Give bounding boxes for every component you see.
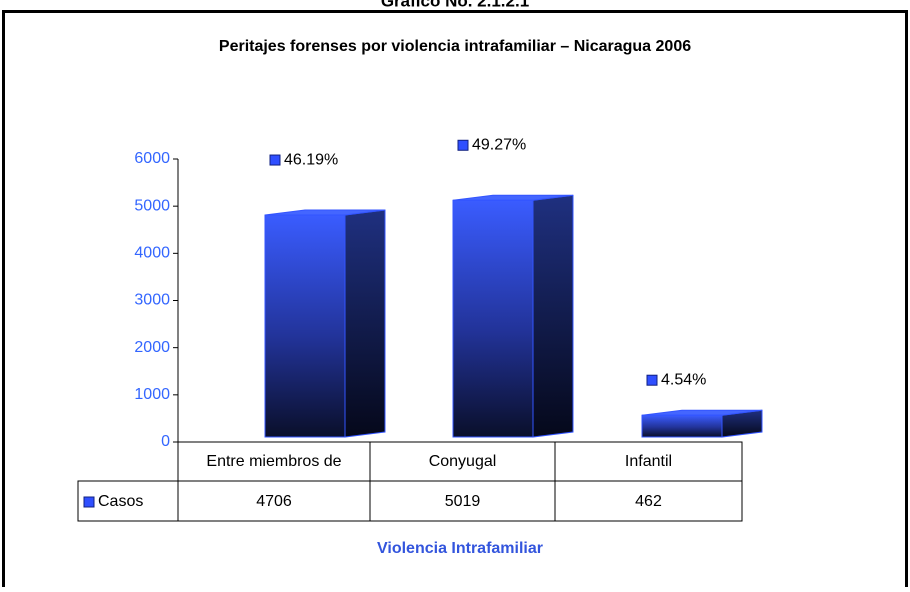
category-label: Entre miembros de bbox=[206, 453, 341, 470]
y-tick-label: 2000 bbox=[134, 339, 170, 356]
y-tick-label: 0 bbox=[161, 433, 170, 450]
percent-label: 46.19% bbox=[284, 151, 338, 168]
y-tick-label: 4000 bbox=[134, 245, 170, 262]
label-swatch bbox=[457, 139, 469, 151]
y-tick-label: 1000 bbox=[134, 386, 170, 403]
label-swatch bbox=[646, 374, 658, 386]
bar bbox=[452, 199, 534, 438]
category-label: Infantil bbox=[625, 453, 672, 470]
table-cell bbox=[177, 480, 743, 522]
bar bbox=[264, 214, 346, 438]
y-tick-label: 5000 bbox=[134, 197, 170, 214]
bar-side bbox=[532, 194, 574, 438]
percent-label: 49.27% bbox=[472, 136, 526, 153]
table-value: 5019 bbox=[445, 493, 481, 510]
category-label: Conyugal bbox=[429, 453, 497, 470]
bar bbox=[641, 414, 723, 438]
bar-side bbox=[344, 209, 386, 438]
y-tick-label: 3000 bbox=[134, 292, 170, 309]
chart-title: Peritajes forenses por violencia intrafa… bbox=[219, 38, 691, 55]
percent-label: 4.54% bbox=[661, 371, 706, 388]
y-tick-label: 6000 bbox=[134, 150, 170, 167]
table-value: 462 bbox=[635, 493, 662, 510]
table-value: 4706 bbox=[256, 493, 292, 510]
label-swatch bbox=[269, 154, 281, 166]
legend-label: Casos bbox=[98, 493, 143, 510]
header: Gráfico No. 2.1.2.1 bbox=[381, 0, 529, 10]
x-axis-title: Violencia Intrafamiliar bbox=[377, 540, 543, 557]
legend-swatch bbox=[83, 496, 95, 508]
